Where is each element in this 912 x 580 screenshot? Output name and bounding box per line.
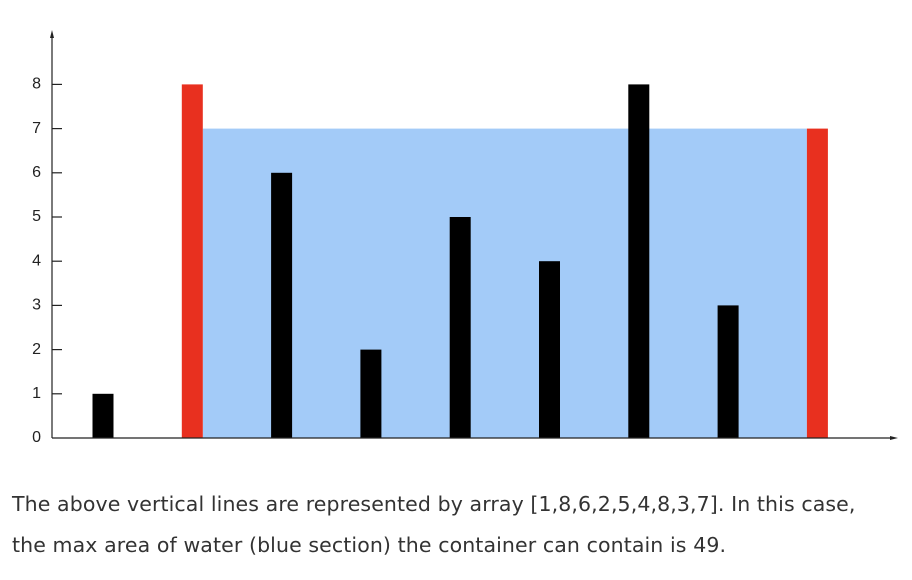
bar [271,172,293,439]
chart-caption: The above vertical lines are represented… [12,484,902,566]
y-tick-label: 0 [32,429,41,446]
container-chart: 0 1 2 3 4 5 6 7 8 [32,30,898,446]
y-tick-label: 7 [32,120,41,137]
bar [539,261,560,438]
bar-highlighted [181,84,203,439]
caption-line-1: The above vertical lines are represented… [12,492,856,516]
x-axis-arrow-icon [890,436,898,440]
y-tick-label: 4 [32,252,41,269]
bars-layer [92,84,828,439]
y-axis-arrow-icon [50,30,54,38]
water-area [202,128,807,438]
y-tick-label: 2 [32,341,41,358]
bar [360,349,382,438]
y-tick-label: 6 [32,164,41,181]
bar [92,393,114,438]
bar-highlighted [806,128,828,438]
bar [717,305,739,438]
axes-layer [50,30,898,440]
y-tick-label: 3 [32,297,41,314]
y-tick-label: 8 [32,76,41,93]
y-tick-label: 5 [32,208,41,225]
caption-line-2: the max area of water (blue section) the… [12,533,727,557]
bar [449,217,471,438]
y-ticks-layer: 0 1 2 3 4 5 6 7 8 [32,76,62,446]
y-tick-label: 1 [32,385,41,402]
water-area-layer [202,128,807,438]
bar [628,84,650,439]
